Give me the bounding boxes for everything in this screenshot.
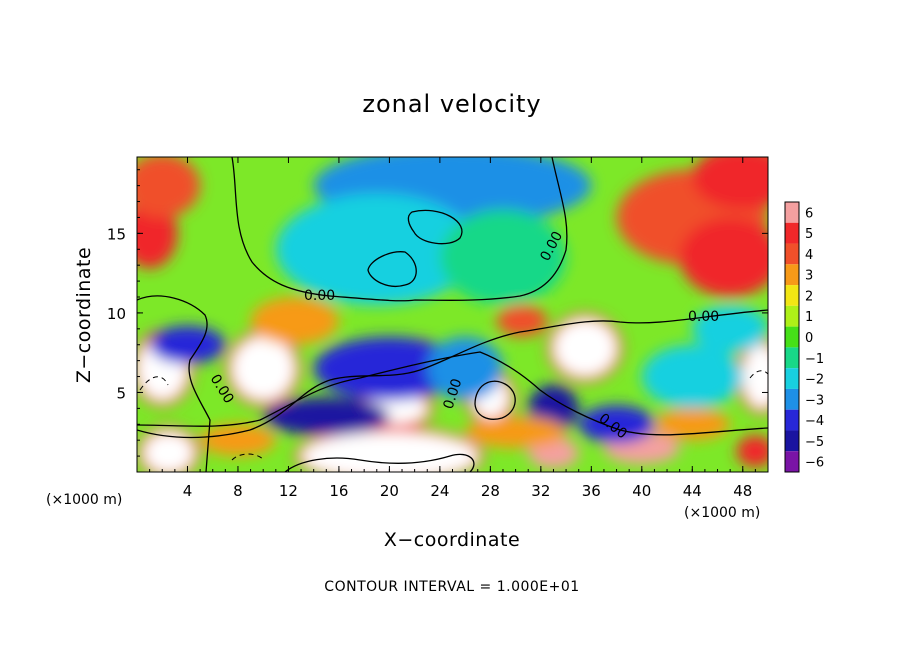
colorbar-swatch [785, 451, 799, 472]
field-blob [427, 336, 503, 401]
colorbar-label: 5 [805, 227, 813, 242]
x-tick-label: 32 [531, 482, 550, 500]
colorbar-label: −3 [805, 393, 824, 408]
field-blob [679, 217, 768, 297]
colorbar-swatch [785, 222, 799, 244]
y-axis-label: Z−coordinate [73, 247, 95, 383]
contour-interval-note: CONTOUR INTERVAL = 1.000E+01 [324, 579, 579, 595]
colorbar-swatch [785, 347, 799, 369]
x-tick-label: 28 [481, 482, 500, 500]
field-blob [578, 405, 655, 444]
field-blob [263, 397, 390, 436]
field-blob [742, 344, 768, 409]
colorbar-swatch [785, 430, 799, 452]
colorbar-label: 4 [805, 248, 813, 263]
x-tick-label: 24 [430, 482, 449, 500]
colorbar-swatch [785, 326, 799, 348]
zero-contour-line [367, 251, 417, 287]
zero-contour-line [137, 351, 768, 436]
x-axis-label: X−coordinate [384, 529, 520, 551]
colorbar-label: −6 [805, 456, 824, 471]
colorbar-swatch [785, 368, 799, 389]
field-blob [200, 424, 276, 457]
x-unit-right: (×1000 m) [684, 505, 760, 521]
zero-contour-line [407, 209, 463, 245]
field-blob [137, 157, 201, 218]
colorbar-label: 3 [805, 269, 813, 284]
velocity-field [137, 157, 768, 472]
x-axis-ticks: 4 8 12 16 20 24 28 32 36 40 44 48 [149, 157, 756, 500]
colorbar-swatch [785, 243, 799, 265]
colorbar-label: 6 [805, 206, 813, 221]
y-tick-label: 10 [107, 305, 126, 323]
colorbar-swatch [785, 285, 799, 306]
contour-label: 0.00 [688, 309, 719, 325]
field-blob [692, 157, 768, 210]
zero-contours [137, 157, 768, 472]
y-tick-label: 5 [116, 384, 126, 402]
field-blob [275, 193, 478, 305]
x-tick-label: 8 [233, 482, 243, 500]
y-tick-label: 15 [107, 225, 126, 243]
colorbar-swatch [785, 202, 799, 223]
x-tick-label: 48 [733, 482, 752, 500]
field-blob [496, 304, 548, 337]
colorbar-swatch [785, 305, 799, 327]
negative-contour-line [139, 376, 169, 391]
colorbar-label: −2 [805, 373, 824, 388]
x-tick-label: 20 [380, 482, 399, 500]
zero-contour-line [284, 453, 475, 472]
zero-contour-line [474, 380, 516, 420]
x-unit-left: (×1000 m) [46, 492, 122, 508]
colorbar-label: −4 [805, 414, 824, 429]
field-blob [250, 297, 339, 345]
negative-contour-line [749, 370, 768, 379]
field-blob [231, 336, 295, 401]
x-tick-label: 40 [632, 482, 651, 500]
x-tick-label: 36 [582, 482, 601, 500]
negative-contour-line [231, 453, 265, 461]
field-blob [313, 336, 466, 401]
colorbar-label: 2 [805, 289, 813, 304]
y-axis-ticks: 5 10 15 [107, 169, 768, 457]
colorbar-label: 1 [805, 310, 813, 325]
chart-title: zonal velocity [362, 90, 541, 118]
zero-contour-line [137, 309, 768, 439]
contour-label: 0.00 [304, 288, 335, 304]
zero-contour-line [137, 295, 211, 472]
colorbar-label: −1 [805, 352, 824, 367]
zero-contour-line [231, 157, 568, 302]
x-tick-label: 44 [683, 482, 702, 500]
colorbar-swatch [785, 388, 799, 410]
colorbar-label: 0 [805, 331, 813, 346]
plot-area: 0.000.000.000.00 0.000.00 [137, 157, 768, 472]
field-blob [439, 209, 567, 305]
field-blob [143, 432, 194, 472]
field-blob [641, 344, 743, 409]
field-blob [149, 325, 226, 364]
colorbar: 6 5 4 3 2 1 0 −1 −2 −3 −4 −5 −6 [784, 201, 824, 473]
field-blob [301, 432, 478, 472]
colorbar-label: −5 [805, 435, 824, 450]
colorbar-swatch [785, 264, 799, 286]
colorbar-swatch [785, 409, 799, 431]
x-tick-label: 12 [279, 482, 298, 500]
colorbar-frame [784, 201, 800, 473]
field-blob [465, 416, 567, 449]
x-tick-label: 4 [183, 482, 193, 500]
field-blob [736, 435, 768, 468]
x-tick-label: 16 [329, 482, 348, 500]
field-blob [553, 319, 617, 377]
